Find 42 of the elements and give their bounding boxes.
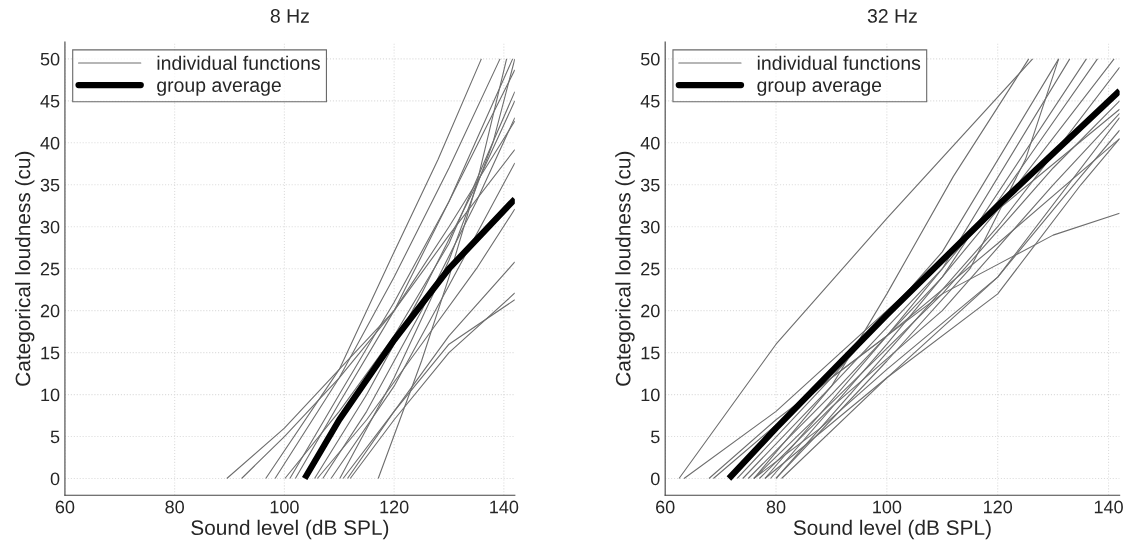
- y-tick-label: 15: [41, 346, 60, 360]
- x-tick-label: 120: [984, 500, 1013, 514]
- y-tick-label: 5: [50, 430, 60, 444]
- y-tick-label: 30: [640, 220, 660, 234]
- y-tick-label: 40: [640, 136, 660, 150]
- legend-label: group average: [157, 81, 281, 96]
- y-tick-label: 25: [40, 262, 60, 276]
- y-tick-label: 35: [40, 178, 60, 192]
- y-tick-label: 45: [640, 94, 660, 108]
- x-axis-title: Sound level (dB SPL): [793, 519, 991, 540]
- legend-label: group average: [757, 81, 882, 96]
- y-tick-label: 40: [40, 136, 60, 150]
- y-tick-label: 0: [50, 472, 60, 486]
- x-tick-label: 80: [766, 500, 786, 514]
- y-tick-label: 25: [641, 262, 660, 276]
- legend-label: individual functions: [157, 55, 320, 70]
- y-tick-label: 15: [641, 346, 660, 360]
- x-tick-label: 80: [165, 500, 184, 514]
- y-tick-label: 20: [641, 304, 660, 318]
- chart-title: 32 Hz: [867, 9, 917, 23]
- y-tick-label: 10: [41, 388, 60, 402]
- x-tick-label: 140: [490, 500, 519, 514]
- y-axis-title: Categorical loudness (cu): [615, 151, 635, 386]
- x-tick-label: 60: [656, 500, 675, 514]
- y-tick-label: 45: [40, 94, 60, 108]
- x-tick-label: 100: [270, 500, 299, 514]
- y-tick-label: 5: [651, 430, 660, 444]
- x-tick-label: 60: [55, 500, 75, 514]
- legend-label: individual functions: [757, 55, 921, 70]
- y-tick-label: 35: [640, 178, 660, 192]
- chart-title: 8 Hz: [270, 9, 309, 23]
- y-tick-label: 10: [641, 388, 660, 402]
- y-tick-label: 50: [640, 52, 660, 66]
- x-tick-label: 140: [1094, 500, 1123, 514]
- x-tick-label: 100: [873, 500, 902, 514]
- y-tick-label: 50: [40, 52, 60, 66]
- x-tick-label: 120: [380, 500, 409, 514]
- y-tick-label: 20: [40, 304, 60, 318]
- x-axis-title: Sound level (dB SPL): [191, 519, 389, 540]
- y-tick-label: 0: [650, 472, 660, 486]
- y-tick-label: 30: [40, 220, 60, 234]
- y-axis-title: Categorical loudness (cu): [15, 151, 35, 386]
